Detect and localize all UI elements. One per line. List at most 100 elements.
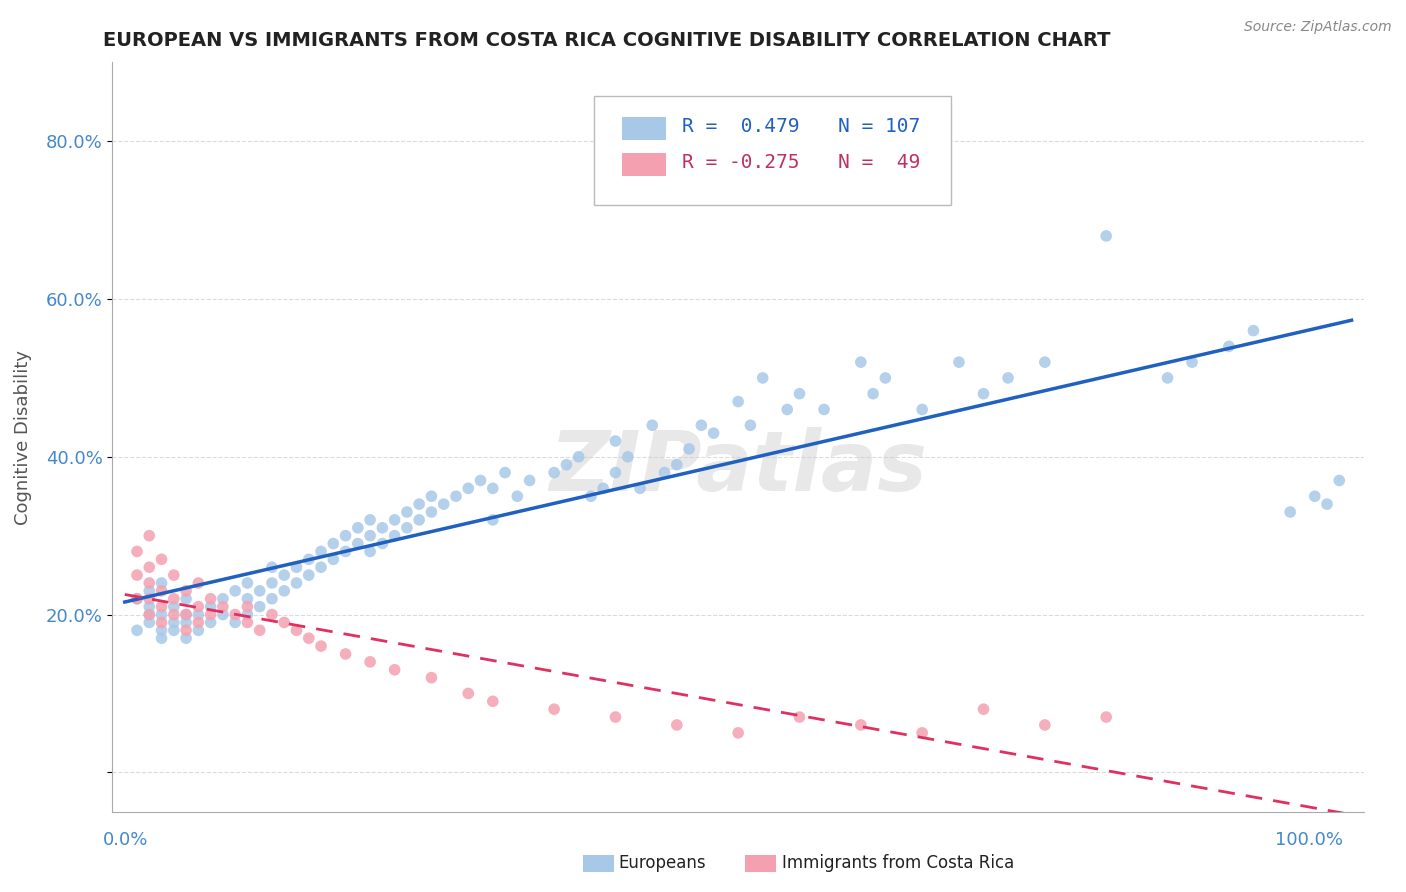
Point xyxy=(138,529,160,543)
Point xyxy=(727,726,749,740)
Point xyxy=(1181,355,1204,369)
Point xyxy=(249,599,271,614)
Point xyxy=(481,694,503,708)
Point xyxy=(543,702,565,716)
Point xyxy=(384,663,406,677)
FancyBboxPatch shape xyxy=(595,96,950,205)
Point xyxy=(322,552,344,566)
Point xyxy=(359,655,381,669)
Point xyxy=(138,599,160,614)
Point xyxy=(212,599,235,614)
Point xyxy=(911,402,934,417)
Point xyxy=(150,607,173,622)
Point xyxy=(163,607,186,622)
Point xyxy=(579,489,602,503)
Point xyxy=(125,544,148,558)
Text: 0.0%: 0.0% xyxy=(103,831,148,849)
Point xyxy=(347,536,370,550)
Point xyxy=(212,591,235,606)
Point xyxy=(1303,489,1326,503)
Point xyxy=(125,568,148,582)
Point xyxy=(359,529,381,543)
Point xyxy=(138,607,160,622)
Point xyxy=(1095,710,1118,724)
Point xyxy=(568,450,591,464)
Point xyxy=(384,513,406,527)
Point xyxy=(200,599,222,614)
Point xyxy=(948,355,970,369)
Point xyxy=(163,615,186,630)
Point xyxy=(174,583,197,598)
Point xyxy=(494,466,516,480)
Point xyxy=(224,583,246,598)
Point xyxy=(408,497,430,511)
Point xyxy=(163,568,186,582)
Point xyxy=(592,481,614,495)
Text: R = -0.275: R = -0.275 xyxy=(682,153,800,171)
Text: R =  0.479: R = 0.479 xyxy=(682,117,800,136)
Point xyxy=(335,529,357,543)
Point xyxy=(1033,355,1056,369)
Point xyxy=(236,607,259,622)
Point xyxy=(273,615,295,630)
Point xyxy=(519,474,541,488)
Point xyxy=(322,536,344,550)
Point xyxy=(187,599,209,614)
Point xyxy=(187,624,209,638)
Point xyxy=(665,718,688,732)
Point xyxy=(138,583,160,598)
Point xyxy=(309,560,332,574)
Point xyxy=(138,560,160,574)
Point xyxy=(200,607,222,622)
Point xyxy=(150,583,173,598)
Point xyxy=(973,702,995,716)
Point xyxy=(187,576,209,591)
Bar xyxy=(621,117,665,140)
Point xyxy=(138,615,160,630)
Point xyxy=(433,497,456,511)
Point xyxy=(335,544,357,558)
Point xyxy=(420,505,443,519)
Point xyxy=(174,607,197,622)
Point xyxy=(224,615,246,630)
Point xyxy=(776,402,799,417)
Point xyxy=(174,591,197,606)
Point xyxy=(359,513,381,527)
Point xyxy=(163,591,186,606)
Point xyxy=(1329,474,1351,488)
Point xyxy=(849,718,872,732)
Point xyxy=(1156,371,1178,385)
Text: N =  49: N = 49 xyxy=(838,153,921,171)
Point xyxy=(260,591,283,606)
Point xyxy=(200,591,222,606)
Bar xyxy=(621,153,665,176)
Point xyxy=(862,386,884,401)
Point xyxy=(347,521,370,535)
Point xyxy=(174,631,197,645)
Point xyxy=(138,607,160,622)
Point xyxy=(249,583,271,598)
Point xyxy=(457,481,479,495)
Point xyxy=(174,607,197,622)
Text: EUROPEAN VS IMMIGRANTS FROM COSTA RICA COGNITIVE DISABILITY CORRELATION CHART: EUROPEAN VS IMMIGRANTS FROM COSTA RICA C… xyxy=(103,31,1111,50)
Point xyxy=(641,418,664,433)
Point xyxy=(751,371,773,385)
Point xyxy=(1316,497,1339,511)
Point xyxy=(260,607,283,622)
Point xyxy=(138,576,160,591)
Point xyxy=(1218,339,1240,353)
Point xyxy=(125,624,148,638)
Point xyxy=(125,591,148,606)
Point xyxy=(1095,229,1118,244)
Point xyxy=(616,450,638,464)
Point xyxy=(335,647,357,661)
Text: 100.0%: 100.0% xyxy=(1275,831,1343,849)
Point xyxy=(187,607,209,622)
Point xyxy=(654,466,676,480)
Point xyxy=(309,544,332,558)
Point xyxy=(150,599,173,614)
Point xyxy=(236,576,259,591)
Point xyxy=(997,371,1019,385)
Point xyxy=(150,631,173,645)
Point xyxy=(408,513,430,527)
